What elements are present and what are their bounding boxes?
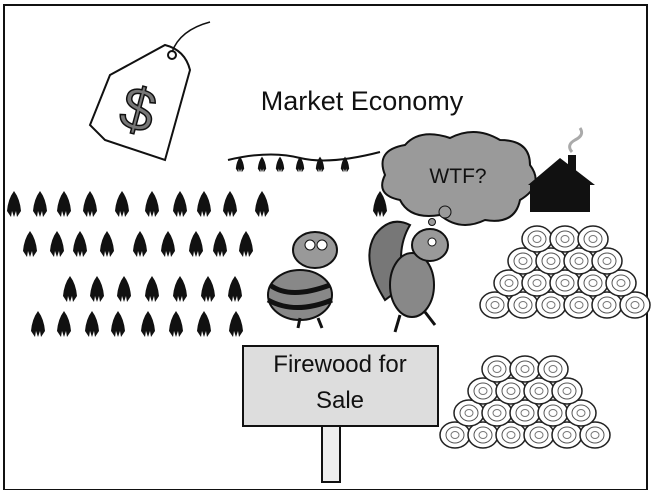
bubble bbox=[439, 206, 451, 218]
log-end bbox=[538, 356, 568, 382]
eye bbox=[428, 238, 436, 246]
log bbox=[550, 226, 580, 252]
cloud-text: WTF? bbox=[429, 165, 486, 188]
log-end bbox=[510, 356, 540, 382]
title: Market Economy bbox=[261, 86, 464, 116]
log bbox=[522, 226, 552, 252]
log-end bbox=[522, 226, 552, 252]
log bbox=[482, 356, 512, 382]
log-end bbox=[550, 226, 580, 252]
raccoon-head bbox=[293, 232, 337, 268]
page: $ Market Economy WTF? Firewood for bbox=[0, 0, 651, 490]
bubble bbox=[429, 219, 436, 226]
sign-text: Sale bbox=[316, 387, 364, 414]
eye bbox=[305, 240, 315, 250]
cartoon: $ Market Economy WTF? Firewood for bbox=[0, 0, 651, 490]
log-end bbox=[482, 356, 512, 382]
sign-post bbox=[322, 425, 340, 482]
raccoon-body bbox=[268, 270, 332, 320]
log bbox=[578, 226, 608, 252]
eye bbox=[317, 240, 327, 250]
log-end bbox=[578, 226, 608, 252]
log bbox=[538, 356, 568, 382]
sign-text: Firewood for bbox=[273, 351, 406, 378]
squirrel-body bbox=[390, 253, 434, 317]
log bbox=[510, 356, 540, 382]
chimney bbox=[568, 155, 576, 171]
